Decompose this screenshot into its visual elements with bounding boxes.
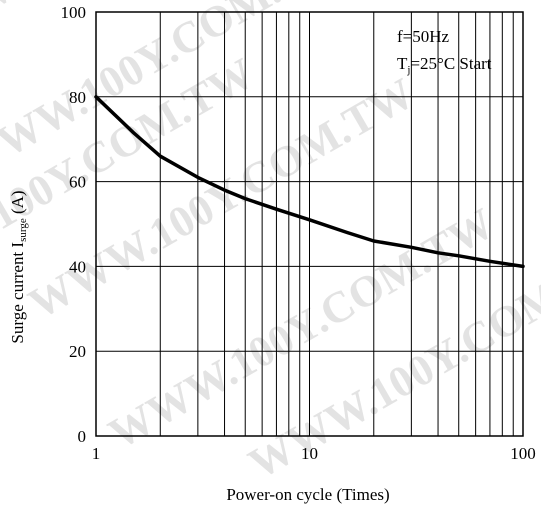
temperature-annotation: Tj=25°C Start <box>397 54 492 76</box>
frequency-annotation: f=50Hz <box>397 27 450 46</box>
grid-lines <box>96 12 523 436</box>
plot-frame <box>95 11 524 437</box>
y-tick-label: 0 <box>78 427 87 446</box>
y-tick-label: 40 <box>69 257 86 276</box>
y-tick-label: 20 <box>69 342 86 361</box>
watermark-layer: WWW.100Y.COM.TWWWW.100Y.COM.TWWWW.100Y.C… <box>0 0 541 489</box>
y-tick-label: 100 <box>61 3 87 22</box>
x-tick-label: 10 <box>301 444 318 463</box>
x-tick-label: 100 <box>510 444 536 463</box>
x-tick-label: 1 <box>92 444 101 463</box>
y-axis-label: Surge current Isurge (A) <box>8 190 29 343</box>
surge-current-curve <box>94 95 525 269</box>
x-axis-label: Power-on cycle (Times) <box>226 485 389 504</box>
y-tick-label: 60 <box>69 173 86 192</box>
y-tick-label: 80 <box>69 88 86 107</box>
